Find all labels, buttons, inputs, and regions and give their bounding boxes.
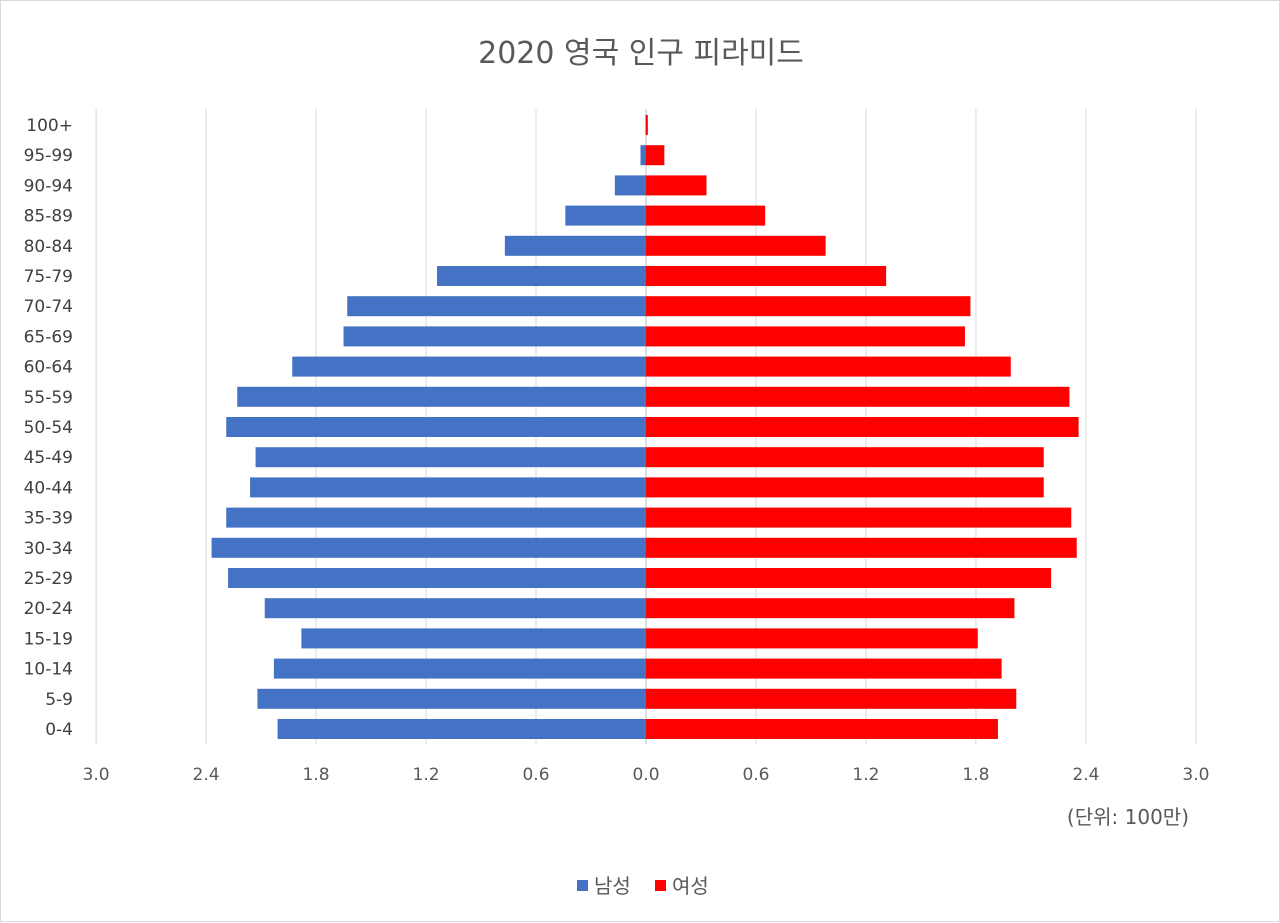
bar-male bbox=[237, 386, 646, 407]
bar-male bbox=[347, 296, 646, 317]
bars bbox=[211, 115, 1079, 739]
legend-swatch-female bbox=[655, 880, 666, 891]
bar-male bbox=[277, 719, 646, 739]
bar-female bbox=[646, 628, 978, 649]
category-labels: 100+ 95-99 90-94 85-89 80-84 75-79 70-74 65-69 6… bbox=[24, 116, 73, 740]
category-label: 35-39 bbox=[24, 509, 73, 529]
legend-swatch-male bbox=[577, 880, 588, 891]
bar-male bbox=[211, 537, 647, 558]
bar-female bbox=[646, 447, 1044, 468]
bar-female bbox=[646, 296, 971, 317]
bar-female bbox=[646, 477, 1044, 498]
bar-female bbox=[646, 719, 998, 739]
bar-male bbox=[614, 175, 646, 196]
bar-female bbox=[646, 537, 1077, 558]
bar-female bbox=[646, 266, 887, 286]
x-tick-label: 3.0 bbox=[83, 765, 110, 785]
category-label: 90-94 bbox=[24, 176, 73, 196]
category-label: 40-44 bbox=[24, 478, 73, 498]
bar-male bbox=[250, 477, 646, 498]
bar-male bbox=[504, 235, 646, 256]
category-label: 70-74 bbox=[24, 297, 73, 317]
bar-male bbox=[437, 266, 646, 286]
bar-female bbox=[646, 568, 1052, 588]
bar-male bbox=[640, 145, 646, 166]
bar-female bbox=[646, 598, 1015, 619]
category-label: 50-54 bbox=[24, 418, 73, 438]
x-tick-label: 1.8 bbox=[962, 765, 989, 785]
x-tick-label: 1.2 bbox=[852, 765, 879, 785]
category-label: 0-4 bbox=[45, 720, 73, 740]
category-label: 100+ bbox=[26, 116, 73, 136]
bar-male bbox=[645, 115, 646, 135]
legend-label-male: 남성 bbox=[594, 874, 631, 898]
x-tick-label: 0.6 bbox=[742, 765, 769, 785]
bar-male bbox=[565, 205, 646, 226]
bar-female bbox=[646, 205, 766, 226]
category-label: 75-79 bbox=[24, 267, 73, 287]
category-label: 65-69 bbox=[24, 327, 73, 347]
category-label: 5-9 bbox=[45, 690, 73, 710]
category-label: 20-24 bbox=[24, 599, 73, 619]
category-label: 15-19 bbox=[24, 629, 73, 649]
bar-female bbox=[646, 145, 665, 166]
category-label: 85-89 bbox=[24, 207, 73, 227]
legend: 남성 여성 bbox=[577, 874, 709, 898]
bar-male bbox=[343, 326, 646, 347]
x-tick-label: 1.2 bbox=[413, 765, 440, 785]
legend-label-female: 여성 bbox=[672, 874, 709, 898]
x-tick-label: 0.6 bbox=[522, 765, 549, 785]
x-axis-ticks: 3.0 2.4 1.8 1.2 0.6 0.0 0.6 1.2 1.8 2.4 3.0 bbox=[83, 765, 1210, 785]
bar-female bbox=[646, 417, 1079, 437]
bar-female bbox=[646, 175, 707, 196]
category-label: 25-29 bbox=[24, 569, 73, 589]
x-tick-label: 2.4 bbox=[193, 765, 220, 785]
bar-male bbox=[226, 417, 647, 437]
bar-female bbox=[646, 356, 1011, 377]
chart-title: 2020 영국 인구 피라미드 bbox=[478, 36, 804, 71]
bar-male bbox=[257, 688, 646, 709]
x-tick-label: 1.8 bbox=[303, 765, 330, 785]
x-tick-label: 3.0 bbox=[1182, 765, 1209, 785]
bar-female bbox=[646, 326, 965, 347]
bar-female bbox=[646, 688, 1017, 709]
category-label: 30-34 bbox=[24, 539, 73, 559]
category-label: 45-49 bbox=[24, 448, 73, 468]
unit-note: (단위: 100만) bbox=[1067, 805, 1189, 829]
bar-male bbox=[226, 507, 647, 528]
bar-female bbox=[646, 115, 648, 135]
category-label: 55-59 bbox=[24, 388, 73, 408]
bar-male bbox=[255, 447, 647, 468]
category-label: 60-64 bbox=[24, 358, 73, 378]
x-tick-label: 2.4 bbox=[1072, 765, 1099, 785]
category-label: 10-14 bbox=[24, 660, 73, 680]
bar-male bbox=[301, 628, 646, 649]
bar-female bbox=[646, 658, 1002, 679]
bar-female bbox=[646, 235, 826, 256]
bar-male bbox=[292, 356, 646, 377]
category-label: 80-84 bbox=[24, 237, 73, 257]
x-tick-label: 0.0 bbox=[632, 765, 659, 785]
bar-female bbox=[646, 386, 1070, 407]
bar-female bbox=[646, 507, 1072, 528]
bar-male bbox=[273, 658, 646, 679]
bar-male bbox=[228, 568, 647, 588]
category-label: 95-99 bbox=[24, 146, 73, 166]
bar-male bbox=[264, 598, 646, 619]
